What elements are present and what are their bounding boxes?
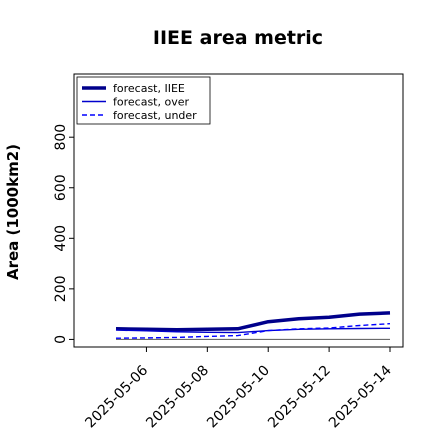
series-group	[115, 311, 391, 339]
y-tick-label: 600	[53, 174, 69, 201]
y-tick-label: 800	[53, 124, 69, 151]
x-tick-label: 2025-05-10	[204, 363, 273, 432]
y-axis-ticks: 0 200 400 600 800	[53, 124, 74, 344]
x-tick-label: 2025-05-12	[265, 363, 334, 432]
x-tick-label: 2025-05-08	[143, 363, 212, 432]
legend-label-3: forecast, under	[113, 109, 197, 122]
series-line-3	[115, 323, 391, 339]
y-tick-label: 200	[53, 275, 69, 302]
legend-label-1: forecast, IIEE	[113, 82, 185, 95]
legend-label-2: forecast, over	[113, 96, 189, 109]
x-tick-label: 2025-05-14	[326, 362, 395, 431]
x-axis-ticks: 2025-05-062025-05-082025-05-102025-05-12…	[82, 347, 395, 432]
chart-title: IIEE area metric	[153, 27, 323, 49]
y-tick-label: 400	[53, 225, 69, 252]
y-tick-label: 0	[53, 335, 69, 344]
y-axis-label: Area (1000km2)	[4, 144, 22, 280]
legend-box	[76, 76, 211, 125]
x-tick-label: 2025-05-06	[82, 362, 151, 431]
series-line-1	[115, 311, 391, 332]
series-line-2	[115, 327, 391, 334]
